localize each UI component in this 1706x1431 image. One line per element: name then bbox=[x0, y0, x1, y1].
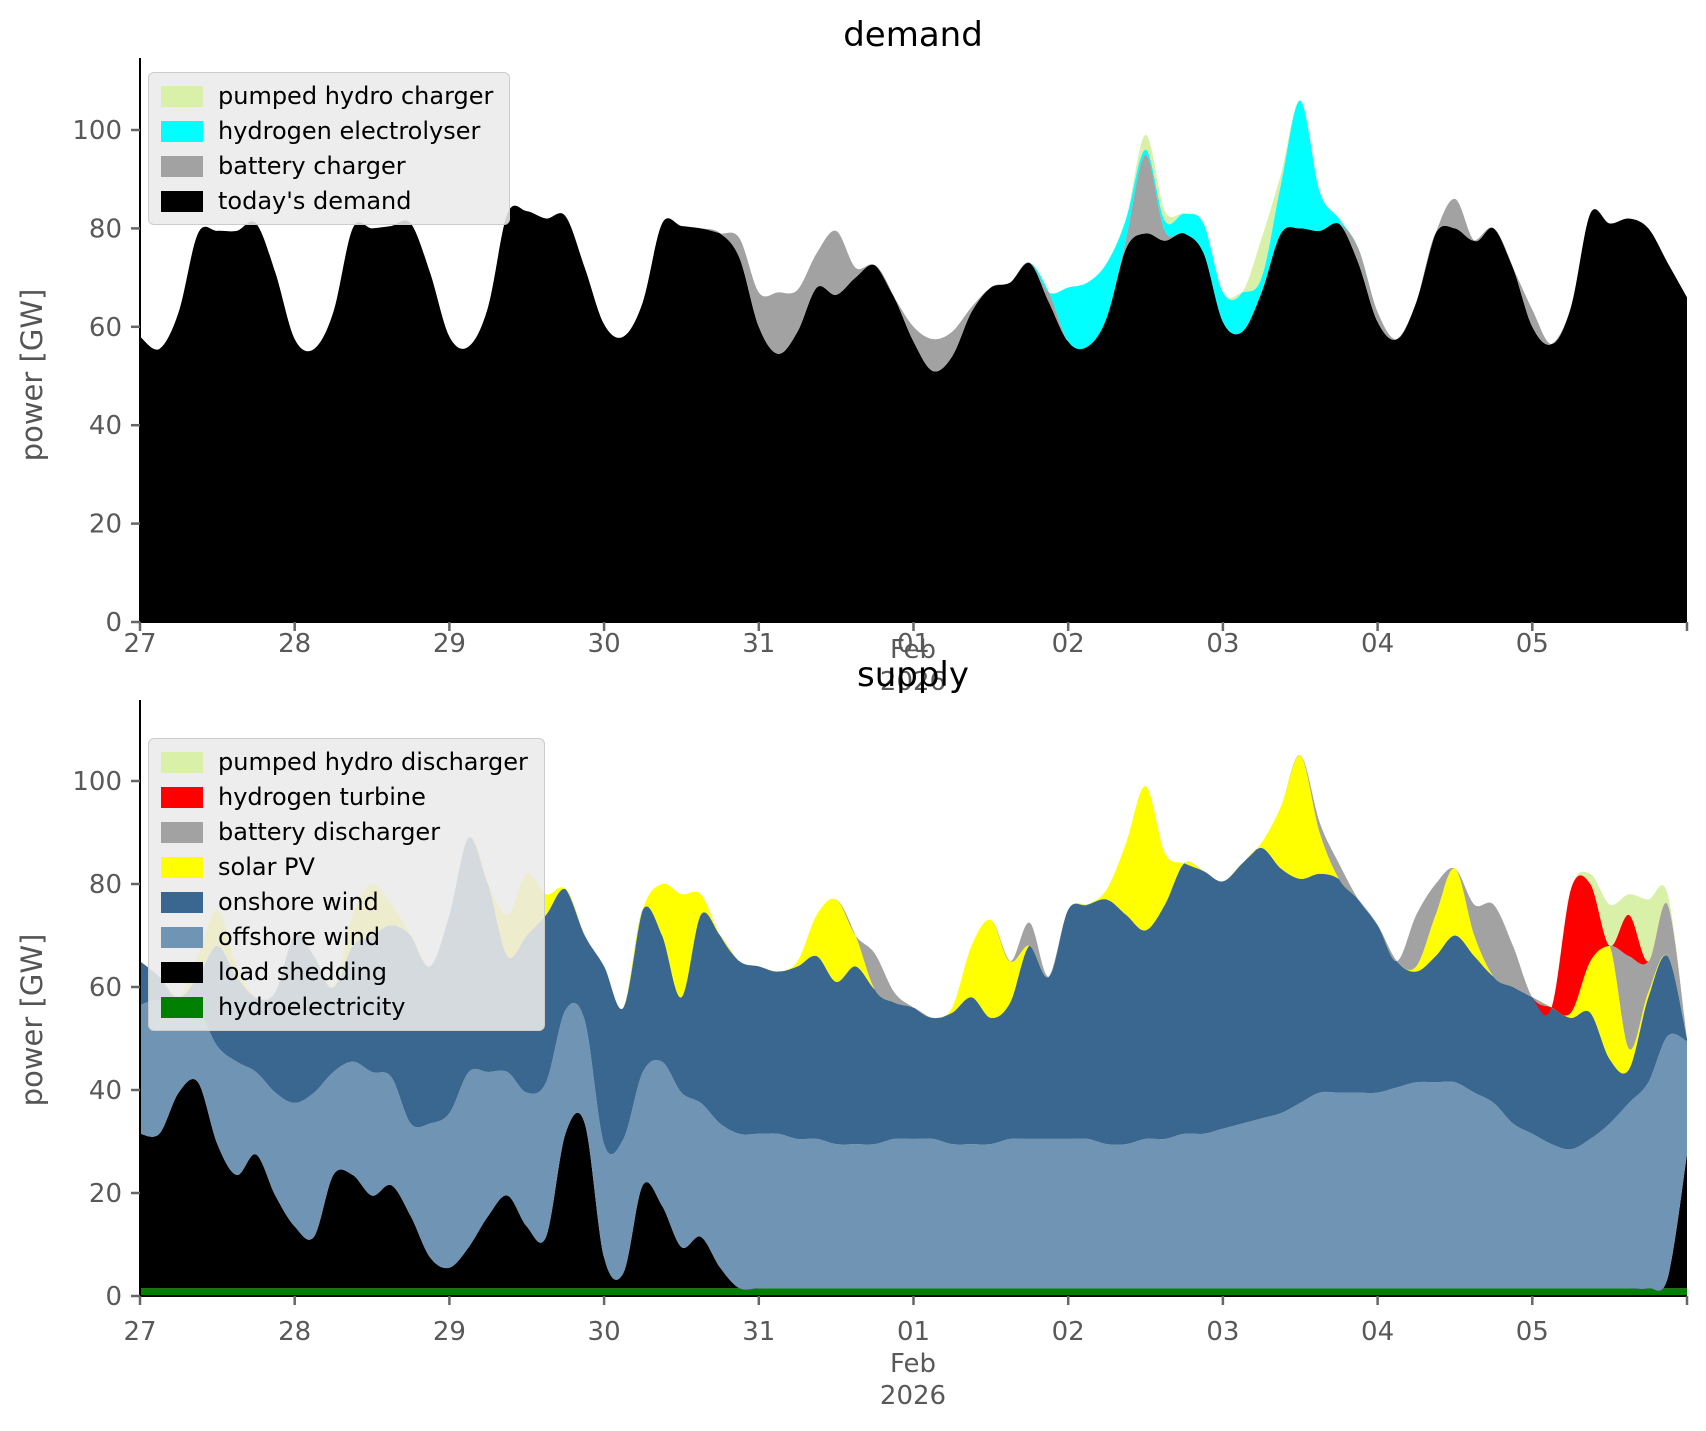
x-tick-label: 28 bbox=[278, 629, 311, 659]
legend-label: pumped hydro charger bbox=[218, 82, 494, 110]
x-tick-label: 27 bbox=[123, 1317, 156, 1347]
legend-label: onshore wind bbox=[218, 888, 379, 916]
area-offshore-wind bbox=[140, 999, 1687, 1291]
supply-ylabel: power [GW] bbox=[15, 934, 49, 1107]
demand-axes: 0 20 40 60 80 100 27 28 29 30 31 01 02 03 04 05 bbox=[72, 58, 1689, 659]
legend-label: today's demand bbox=[218, 187, 412, 215]
x-tick-label: 28 bbox=[278, 1317, 311, 1347]
y-tick-label: 20 bbox=[89, 1179, 122, 1209]
legend-label: battery charger bbox=[218, 152, 406, 180]
x-tick-label: 05 bbox=[1516, 629, 1549, 659]
legend-swatch-icon bbox=[161, 120, 203, 142]
legend-swatch-icon bbox=[161, 961, 203, 983]
legend-label: hydrogen electrolyser bbox=[218, 117, 481, 145]
legend-label: hydroelectricity bbox=[218, 993, 406, 1021]
legend-label: pumped hydro discharger bbox=[218, 748, 528, 776]
demand-legend: pumped hydro charger hydrogen electrolyse… bbox=[148, 72, 511, 225]
y-tick-label: 20 bbox=[89, 510, 122, 540]
supply-xaxis-year: 2026 bbox=[880, 1381, 946, 1411]
legend-swatch-icon bbox=[161, 786, 203, 808]
area-hydrogen-electrolyser bbox=[140, 100, 1687, 352]
demand-stacked-areas bbox=[140, 100, 1687, 622]
y-tick-label: 40 bbox=[89, 1076, 122, 1106]
demand-xaxis-year: 2026 bbox=[880, 667, 946, 697]
supply-legend: pumped hydro discharger hydrogen turbine b… bbox=[148, 738, 545, 1031]
legend-label: hydrogen turbine bbox=[218, 783, 426, 811]
legend-item-hydrogen-electrolyser: hydrogen electrolyser bbox=[161, 117, 493, 145]
y-tick-label: 60 bbox=[89, 973, 122, 1003]
x-tick-label: 03 bbox=[1206, 1317, 1239, 1347]
demand-xaxis-month: Feb bbox=[890, 635, 936, 665]
x-tick-label: 30 bbox=[588, 629, 621, 659]
x-tick-label: 04 bbox=[1361, 1317, 1394, 1347]
demand-chart-title: demand bbox=[843, 15, 983, 55]
legend-item-load-shedding: load shedding bbox=[161, 958, 528, 986]
legend-label: solar PV bbox=[218, 853, 315, 881]
legend-swatch-icon bbox=[161, 85, 203, 107]
legend-item-solar-pv: solar PV bbox=[161, 853, 528, 881]
x-tick-label: 03 bbox=[1206, 629, 1239, 659]
area-battery-charger bbox=[140, 154, 1687, 372]
supply-stacked-areas bbox=[140, 754, 1687, 1296]
y-tick-label: 60 bbox=[89, 313, 122, 343]
supply-chart-title: supply bbox=[857, 655, 969, 695]
x-tick-label: 29 bbox=[433, 629, 466, 659]
legend-item-hydrogen-turbine: hydrogen turbine bbox=[161, 783, 528, 811]
legend-item-onshore-wind: onshore wind bbox=[161, 888, 528, 916]
x-tick-label: 01 bbox=[897, 1317, 930, 1347]
y-tick-label: 0 bbox=[105, 608, 122, 638]
y-tick-label: 100 bbox=[72, 767, 122, 797]
y-tick-label: 40 bbox=[89, 411, 122, 441]
legend-label: load shedding bbox=[218, 958, 387, 986]
legend-swatch-icon bbox=[161, 926, 203, 948]
legend-swatch-icon bbox=[161, 891, 203, 913]
supply-axes: 0 20 40 60 80 100 27 28 29 30 31 01 02 03 04 05 bbox=[72, 700, 1689, 1347]
legend-item-offshore-wind: offshore wind bbox=[161, 923, 528, 951]
x-tick-label: 02 bbox=[1052, 629, 1085, 659]
area-onshore-wind bbox=[140, 837, 1687, 1155]
legend-swatch-icon bbox=[161, 856, 203, 878]
legend-label: offshore wind bbox=[218, 923, 381, 951]
area-load-shedding bbox=[140, 1079, 1687, 1291]
legend-item-pumped-hydro-charger: pumped hydro charger bbox=[161, 82, 493, 110]
x-tick-label: 02 bbox=[1052, 1317, 1085, 1347]
legend-item-today-s-demand: today's demand bbox=[161, 187, 493, 215]
x-tick-label: 27 bbox=[123, 629, 156, 659]
legend-swatch-icon bbox=[161, 190, 203, 212]
legend-swatch-icon bbox=[161, 751, 203, 773]
x-tick-label: 05 bbox=[1516, 1317, 1549, 1347]
x-tick-label: 29 bbox=[433, 1317, 466, 1347]
legend-item-battery-charger: battery charger bbox=[161, 152, 493, 180]
legend-swatch-icon bbox=[161, 996, 203, 1018]
y-tick-label: 0 bbox=[105, 1282, 122, 1312]
legend-item-pumped-hydro-discharger: pumped hydro discharger bbox=[161, 748, 528, 776]
x-tick-label: 31 bbox=[742, 1317, 775, 1347]
x-tick-label: 04 bbox=[1361, 629, 1394, 659]
legend-swatch-icon bbox=[161, 155, 203, 177]
supply-xaxis-month: Feb bbox=[890, 1349, 936, 1379]
area-today-s-demand bbox=[140, 205, 1687, 622]
x-tick-label: 30 bbox=[588, 1317, 621, 1347]
x-tick-label: 01 bbox=[897, 629, 930, 659]
demand-ylabel: power [GW] bbox=[15, 289, 49, 462]
x-tick-label: 31 bbox=[742, 629, 775, 659]
y-tick-label: 100 bbox=[72, 116, 122, 146]
area-solar-pv bbox=[140, 754, 1687, 1074]
legend-item-battery-discharger: battery discharger bbox=[161, 818, 528, 846]
legend-swatch-icon bbox=[161, 821, 203, 843]
legend-label: battery discharger bbox=[218, 818, 441, 846]
y-tick-label: 80 bbox=[89, 214, 122, 244]
legend-item-hydroelectricity: hydroelectricity bbox=[161, 993, 528, 1021]
area-hydroelectricity bbox=[140, 1288, 1687, 1296]
y-tick-label: 80 bbox=[89, 870, 122, 900]
